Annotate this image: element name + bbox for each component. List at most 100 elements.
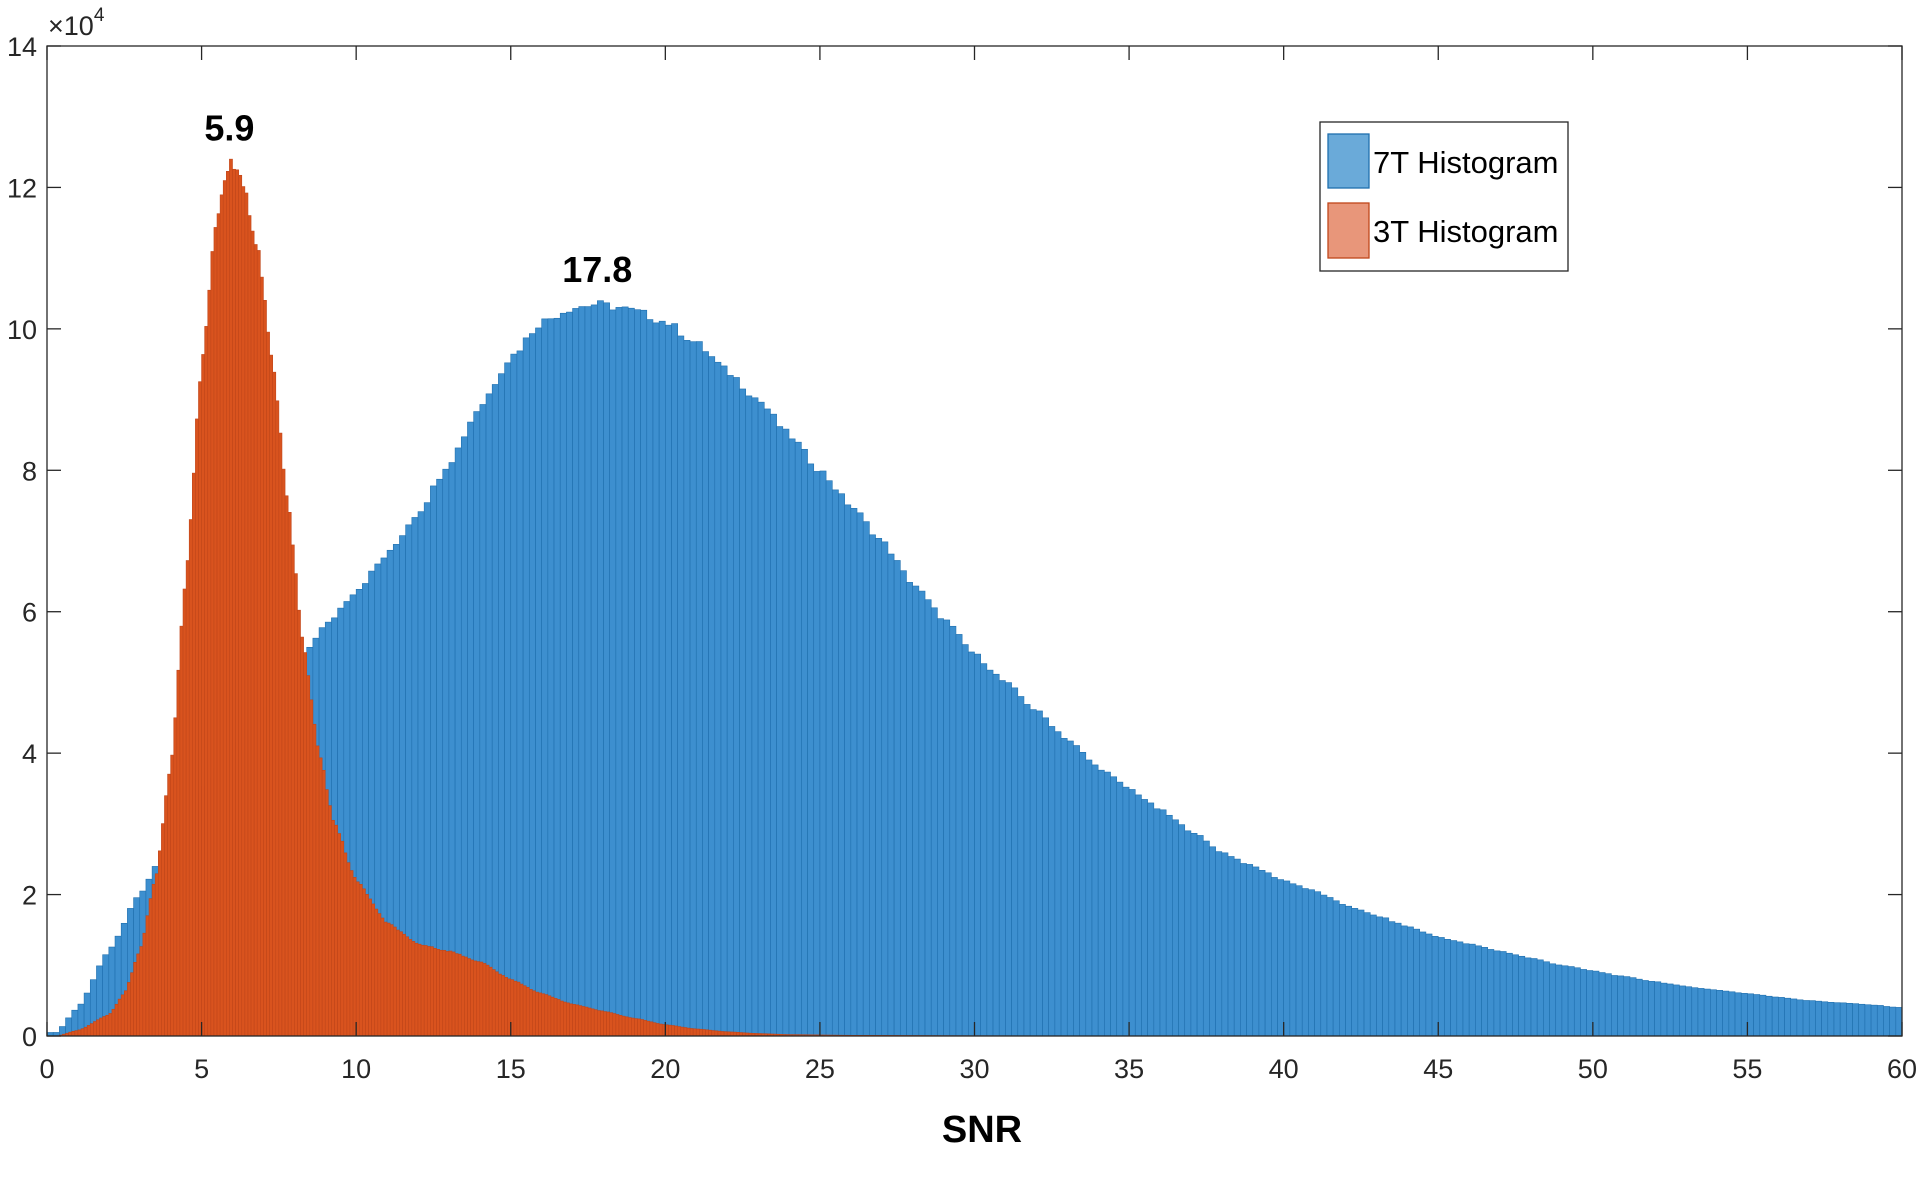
bar-3t-41 — [182, 588, 187, 1037]
bar-3t-148 — [513, 980, 518, 1037]
bar-7t-247 — [1573, 967, 1581, 1037]
bar-7t-161 — [1042, 717, 1050, 1037]
legend-swatch-3t — [1327, 202, 1370, 259]
bar-3t-142 — [494, 971, 499, 1037]
bar-3t-156 — [538, 992, 542, 1037]
bar-3t-21 — [120, 994, 125, 1037]
bar-7t-232 — [1481, 947, 1489, 1037]
bar-7t-282 — [1790, 998, 1798, 1037]
bar-3t-151 — [522, 985, 527, 1037]
bar-7t-138 — [899, 570, 907, 1037]
bar-7t-251 — [1598, 972, 1606, 1037]
bar-7t-105 — [695, 341, 703, 1037]
bar-7t-194 — [1246, 864, 1254, 1037]
bar-3t-140 — [488, 966, 493, 1037]
bar-3t-31 — [151, 883, 156, 1037]
bar-3t-185 — [627, 1017, 632, 1037]
bar-7t-176 — [1134, 794, 1142, 1037]
bar-7t-128 — [838, 493, 845, 1037]
bar-3t-47 — [201, 354, 205, 1037]
y-tick-label: 2 — [22, 881, 37, 911]
bar-3t-111 — [399, 931, 403, 1037]
bar-3t-57 — [232, 168, 236, 1037]
bar-3t-132 — [464, 956, 468, 1037]
bar-3t-121 — [430, 946, 434, 1037]
bar-7t-163 — [1054, 731, 1062, 1037]
bar-3t-129 — [454, 953, 459, 1037]
bar-3t-96 — [352, 877, 357, 1037]
bar-7t-199 — [1277, 879, 1284, 1037]
bar-7t-226 — [1444, 939, 1451, 1037]
bar-7t-98 — [652, 322, 660, 1037]
bar-3t-211 — [708, 1029, 713, 1037]
bar-7t-277 — [1759, 994, 1767, 1037]
y-exponent-label: ×104 — [48, 5, 105, 41]
x-tick-label: 20 — [650, 1054, 680, 1084]
bar-3t-141 — [491, 969, 496, 1037]
bar-7t-216 — [1382, 917, 1390, 1037]
bar-7t-264 — [1679, 985, 1686, 1037]
bar-3t-92 — [340, 840, 345, 1037]
bar-3t-13 — [96, 1019, 100, 1037]
bar-7t-112 — [739, 388, 747, 1037]
bar-7t-253 — [1611, 975, 1618, 1037]
bar-7t-81 — [547, 318, 555, 1037]
bar-7t-104 — [689, 341, 697, 1037]
bar-3t-50 — [210, 251, 215, 1037]
bar-7t-152 — [986, 669, 994, 1037]
bar-3t-7 — [77, 1029, 82, 1037]
bar-3t-88 — [328, 805, 332, 1037]
bar-7t-261 — [1660, 982, 1668, 1037]
bar-7t-200 — [1283, 880, 1291, 1037]
bar-3t-116 — [414, 942, 419, 1037]
bar-3t-71 — [275, 400, 280, 1037]
bar-7t-160 — [1036, 710, 1043, 1037]
bar-3t-87 — [324, 789, 329, 1037]
bar-7t-168 — [1085, 759, 1093, 1037]
peak-annotation-0: 5.9 — [204, 108, 254, 149]
bar-7t-294 — [1864, 1004, 1872, 1037]
bar-7t-179 — [1153, 808, 1161, 1037]
bar-7t-223 — [1425, 933, 1433, 1037]
bar-3t-172 — [587, 1007, 592, 1037]
bar-7t-120 — [788, 438, 796, 1037]
x-tick-label: 15 — [496, 1054, 526, 1084]
x-tick-label: 60 — [1887, 1054, 1917, 1084]
bar-3t-97 — [355, 881, 360, 1037]
y-tick-label: 10 — [7, 315, 37, 345]
bar-3t-54 — [222, 180, 227, 1037]
bar-3t-39 — [176, 669, 181, 1037]
bar-3t-93 — [343, 852, 348, 1037]
bar-3t-190 — [643, 1020, 648, 1037]
bar-7t-206 — [1320, 894, 1328, 1037]
bar-3t-11 — [89, 1023, 94, 1037]
bar-7t-220 — [1407, 926, 1414, 1037]
bar-7t-188 — [1209, 846, 1216, 1037]
bar-7t-272 — [1728, 991, 1736, 1037]
bar-7t-242 — [1543, 961, 1550, 1037]
bar-7t-266 — [1691, 987, 1699, 1037]
bar-3t-26 — [136, 953, 141, 1037]
bar-7t-286 — [1815, 1000, 1822, 1037]
bar-7t-86 — [578, 306, 586, 1037]
bar-7t-255 — [1623, 976, 1631, 1037]
bar-3t-208 — [699, 1028, 703, 1037]
bar-3t-89 — [331, 819, 335, 1037]
bar-3t-119 — [423, 945, 428, 1037]
bar-3t-150 — [519, 983, 524, 1037]
bar-3t-63 — [250, 230, 255, 1037]
bar-7t-129 — [844, 504, 852, 1037]
bar-3t-60 — [241, 186, 246, 1037]
bar-7t-260 — [1654, 981, 1662, 1037]
bar-7t-214 — [1369, 914, 1377, 1037]
bar-7t-162 — [1048, 726, 1056, 1037]
bar-7t-259 — [1648, 981, 1655, 1037]
bar-3t-72 — [278, 432, 283, 1037]
bar-7t-287 — [1821, 1001, 1829, 1037]
bar-3t-187 — [634, 1018, 638, 1037]
x-tick-label: 50 — [1578, 1054, 1608, 1084]
bar-7t-103 — [683, 340, 691, 1037]
x-tick-label: 45 — [1423, 1054, 1453, 1084]
bar-7t-269 — [1710, 989, 1717, 1037]
bar-3t-204 — [686, 1027, 691, 1037]
